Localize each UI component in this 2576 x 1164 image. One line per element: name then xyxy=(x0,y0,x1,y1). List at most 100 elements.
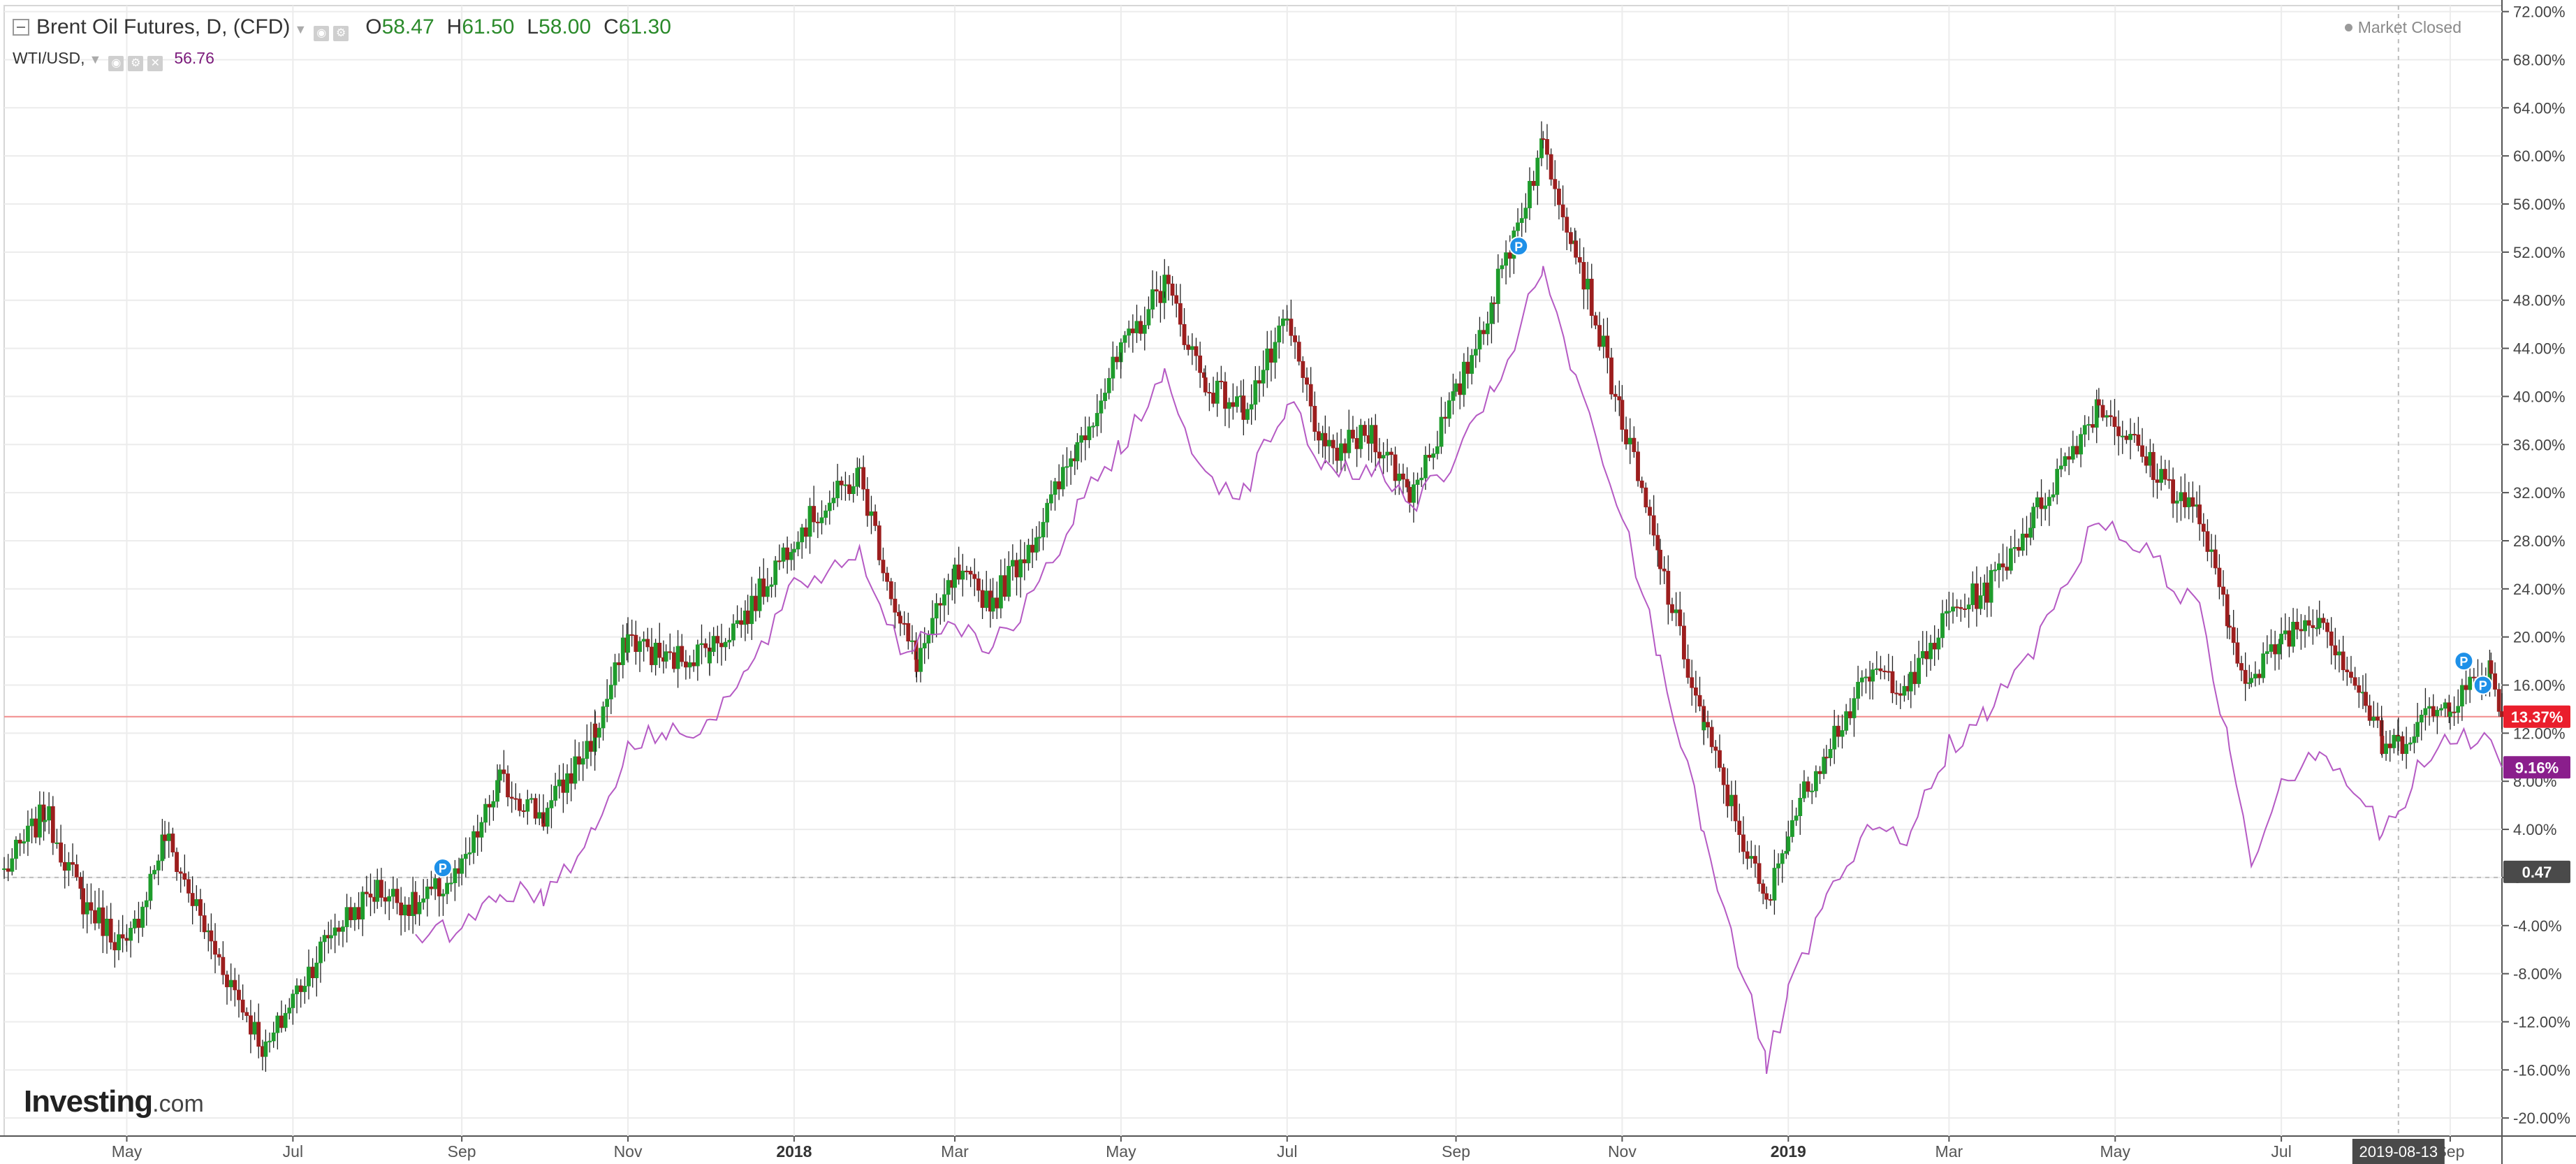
brent-candle xyxy=(1317,431,1321,441)
brent-candle xyxy=(1741,834,1746,852)
brent-candle xyxy=(213,940,217,955)
brent-candle xyxy=(1557,188,1561,205)
brent-candle xyxy=(1864,676,1868,678)
brent-candle xyxy=(148,873,153,901)
close-icon[interactable]: ✕ xyxy=(147,56,163,71)
crosshair-date-badge xyxy=(2352,1139,2445,1164)
brent-candle xyxy=(1697,694,1702,707)
brent-candle xyxy=(687,662,692,668)
axis-badge-label: 13.37% xyxy=(2511,708,2563,726)
chevron-down-icon[interactable]: ▼ xyxy=(89,52,102,66)
brent-candle xyxy=(873,511,878,526)
brent-candle xyxy=(1565,217,1569,233)
brent-candle xyxy=(379,880,383,898)
brent-candle xyxy=(368,894,373,898)
brent-candle xyxy=(2116,426,2121,437)
brent-candle xyxy=(1231,402,1236,407)
chevron-down-icon[interactable]: ▼ xyxy=(294,22,307,36)
brent-candle xyxy=(2249,678,2254,683)
brent-candle xyxy=(2174,500,2179,504)
brent-candle xyxy=(565,773,569,793)
symbol-title[interactable]: Brent Oil Futures, D, (CFD) xyxy=(36,15,291,38)
brent-candle xyxy=(1245,409,1250,420)
brent-candle xyxy=(509,796,514,799)
brent-candle xyxy=(1106,378,1111,393)
brent-candle xyxy=(101,907,105,936)
investing-logo: Investing.com xyxy=(24,1084,204,1119)
brent-candle xyxy=(1936,637,1941,650)
y-tick-label: 72.00% xyxy=(2513,3,2566,21)
brent-candle xyxy=(1706,722,1710,728)
brent-candle xyxy=(796,541,800,550)
brent-candle xyxy=(815,521,820,523)
brent-candle xyxy=(781,547,786,562)
brent-candle xyxy=(2186,497,2191,507)
brent-candle xyxy=(1658,549,1662,569)
brent-candles xyxy=(2,121,2504,1072)
brent-candle xyxy=(1577,257,1582,263)
brent-candle xyxy=(1993,569,1998,572)
brent-candle xyxy=(2205,531,2210,552)
brent-candle xyxy=(1194,346,1199,356)
visibility-icon[interactable]: ◉ xyxy=(314,26,330,41)
collapse-legend-icon[interactable] xyxy=(13,19,29,36)
brent-candle xyxy=(2151,451,2156,480)
brent-candle xyxy=(1894,692,1899,694)
brent-candle xyxy=(645,639,650,648)
brent-candle xyxy=(182,873,187,880)
brent-candle xyxy=(1682,625,1686,660)
brent-candle xyxy=(43,820,47,822)
low-value: 58.00 xyxy=(539,15,592,38)
brent-candle xyxy=(2217,567,2222,588)
brent-candle xyxy=(399,902,404,916)
brent-candle xyxy=(495,780,499,802)
brent-candle xyxy=(1158,291,1163,303)
settings-icon[interactable]: ⚙ xyxy=(128,56,144,71)
brent-candle xyxy=(279,1015,284,1028)
brent-candle xyxy=(2144,456,2149,466)
brent-candle xyxy=(800,527,805,543)
brent-candle xyxy=(407,904,411,917)
brent-candle xyxy=(1014,560,1019,578)
brent-candle xyxy=(319,941,323,963)
brent-candle xyxy=(807,506,812,537)
brent-candle xyxy=(2140,445,2144,457)
brent-candle xyxy=(857,467,862,469)
brent-candle xyxy=(1890,671,1895,694)
brent-candle xyxy=(89,902,94,911)
visibility-icon[interactable]: ◉ xyxy=(108,56,124,71)
brent-candle xyxy=(268,1040,272,1042)
brent-candle xyxy=(1954,606,1959,609)
brent-candle xyxy=(843,484,848,486)
brent-candle xyxy=(976,579,981,591)
settings-icon[interactable]: ⚙ xyxy=(333,26,349,41)
brent-candle xyxy=(754,595,758,611)
brent-candle xyxy=(332,927,337,936)
brent-candle xyxy=(1702,722,1706,731)
brent-candle xyxy=(1589,279,1594,317)
brent-candle xyxy=(839,481,844,486)
brent-candle xyxy=(865,488,870,516)
brent-candle xyxy=(152,870,156,875)
brent-candle xyxy=(1312,405,1317,432)
brent-candle xyxy=(448,882,453,885)
brent-candle xyxy=(792,548,796,553)
brent-candle xyxy=(1822,757,1827,774)
brent-candle xyxy=(295,985,299,994)
brent-candle xyxy=(1886,671,1891,673)
brent-candle xyxy=(2337,651,2341,655)
brent-candle xyxy=(2028,528,2033,538)
compare-symbol[interactable]: WTI/USD, xyxy=(13,49,85,67)
brent-candle xyxy=(608,685,613,699)
brent-candle xyxy=(745,610,750,625)
brent-candle xyxy=(851,486,856,495)
brent-candle xyxy=(2408,742,2413,745)
x-tick-label: 2018 xyxy=(776,1142,812,1161)
brent-candle xyxy=(190,893,195,906)
brent-candle xyxy=(2231,627,2236,643)
brent-candle xyxy=(2412,736,2417,743)
brent-candle xyxy=(402,904,407,916)
brent-candle xyxy=(1882,670,1887,673)
brent-candle xyxy=(1920,650,1925,659)
